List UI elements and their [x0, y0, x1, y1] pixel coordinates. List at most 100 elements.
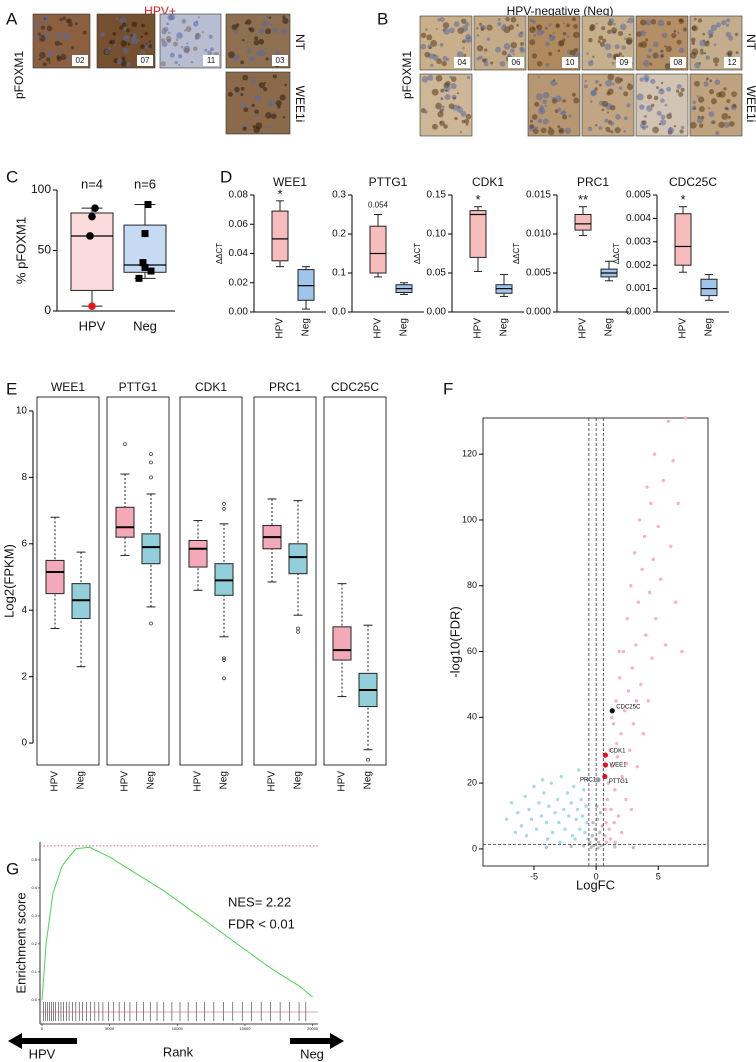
- texture: [444, 93, 451, 100]
- texture: [618, 30, 624, 36]
- point: [683, 416, 688, 420]
- texture: [148, 40, 151, 43]
- texture: [628, 33, 631, 36]
- sample-label: 11: [207, 56, 216, 65]
- panel-letter: C: [6, 167, 18, 186]
- texture: [626, 20, 629, 24]
- arrow-right: [290, 1033, 344, 1049]
- point: [646, 699, 651, 703]
- texture: [727, 52, 733, 57]
- point: [616, 814, 621, 818]
- x-tick-label: 5: [656, 871, 661, 881]
- texture: [598, 35, 604, 41]
- texture: [682, 27, 687, 32]
- texture: [284, 83, 287, 87]
- point: [559, 774, 564, 779]
- texture: [254, 36, 259, 41]
- point: [613, 787, 617, 792]
- texture: [656, 110, 662, 116]
- texture: [610, 130, 614, 134]
- point: [542, 791, 546, 795]
- texture: [542, 118, 549, 125]
- texture: [560, 110, 565, 116]
- point: [652, 452, 657, 456]
- texture: [510, 16, 517, 23]
- texture: [607, 88, 614, 95]
- y-tick-label: 0.3: [332, 190, 346, 201]
- texture: [442, 22, 450, 29]
- texture: [666, 21, 672, 26]
- texture: [601, 108, 605, 112]
- texture: [660, 81, 664, 85]
- texture: [605, 126, 611, 132]
- x-tick-label: Neg: [301, 318, 312, 336]
- texture: [708, 111, 715, 117]
- texture: [178, 54, 183, 59]
- texture: [589, 24, 596, 31]
- y-tick-label: 0.000: [526, 307, 551, 318]
- texture: [691, 41, 695, 45]
- texture: [497, 21, 502, 27]
- point: [629, 584, 633, 588]
- texture: [130, 34, 133, 37]
- texture: [486, 24, 493, 31]
- texture: [610, 104, 616, 111]
- texture: [276, 107, 279, 110]
- texture: [466, 75, 471, 80]
- box: [288, 543, 308, 575]
- texture: [697, 18, 703, 23]
- texture: [536, 25, 539, 29]
- texture: [44, 33, 50, 39]
- point: [603, 807, 608, 812]
- x-tick-label: 20000: [307, 1026, 319, 1031]
- plot-frame: [482, 417, 709, 867]
- point: [621, 649, 626, 654]
- texture: [476, 57, 480, 61]
- texture: [712, 57, 720, 64]
- texture: [723, 121, 730, 128]
- point: [585, 778, 590, 782]
- texture: [724, 106, 729, 111]
- texture: [601, 26, 606, 31]
- point: [141, 263, 149, 271]
- point: [625, 616, 629, 621]
- point: [618, 676, 622, 680]
- texture: [529, 39, 536, 46]
- texture: [125, 61, 131, 68]
- texture: [67, 22, 73, 27]
- texture: [271, 27, 278, 34]
- texture: [193, 46, 198, 51]
- point: [86, 232, 94, 240]
- texture: [183, 29, 186, 32]
- texture: [548, 23, 552, 27]
- texture: [510, 41, 517, 49]
- row-label: WEE1i: [293, 86, 307, 123]
- arrow-left: [8, 1033, 77, 1049]
- texture: [542, 99, 547, 105]
- point: [626, 689, 631, 693]
- texture: [265, 28, 272, 35]
- texture: [262, 87, 268, 92]
- chart-title: PRC1: [577, 175, 609, 189]
- axis-label: ΔΔCT: [612, 243, 621, 264]
- point: [644, 633, 648, 637]
- texture: [46, 50, 53, 57]
- chart-title: PRC1: [269, 380, 301, 394]
- texture: [424, 28, 428, 32]
- panel-frame: [179, 396, 243, 766]
- texture: [275, 100, 282, 107]
- texture: [476, 27, 479, 30]
- texture: [557, 125, 561, 129]
- x-tick-label: Neg: [133, 318, 157, 333]
- texture: [680, 87, 685, 92]
- texture: [421, 76, 429, 83]
- texture: [692, 100, 696, 105]
- point: [504, 817, 509, 821]
- texture: [718, 121, 725, 128]
- texture: [183, 47, 190, 54]
- texture: [131, 32, 137, 39]
- y-tick-label: 0.3: [31, 913, 37, 918]
- texture: [186, 42, 189, 45]
- y-tick-label: 40: [467, 712, 477, 722]
- point: [647, 590, 652, 595]
